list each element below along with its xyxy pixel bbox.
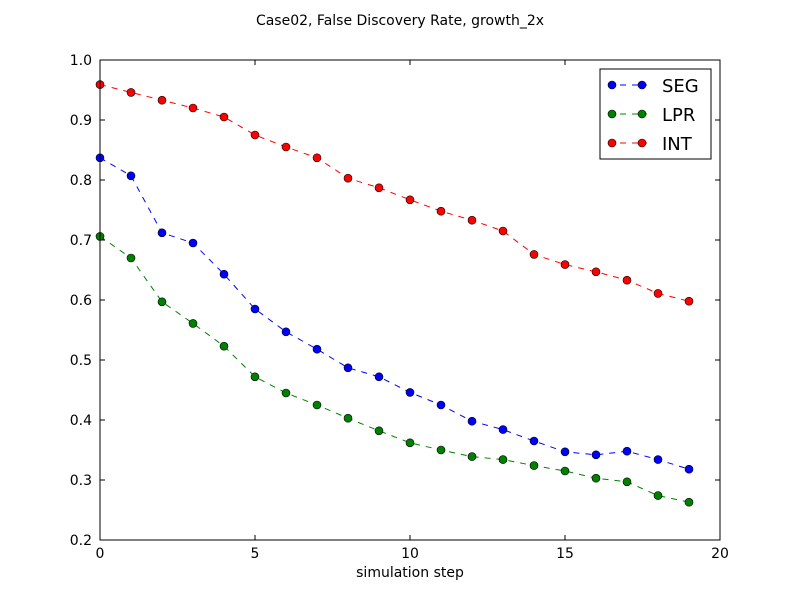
- data-point-lpr: [219, 341, 229, 351]
- data-point-int: [374, 183, 384, 193]
- data-point-seg: [622, 446, 632, 456]
- data-point-seg: [343, 363, 353, 373]
- data-point-lpr: [126, 253, 136, 263]
- data-point-int: [126, 88, 136, 97]
- data-point-int: [250, 130, 260, 140]
- legend-marker-seg: [607, 80, 617, 90]
- data-point-lpr: [684, 497, 694, 507]
- data-point-lpr: [157, 297, 167, 307]
- data-point-int: [219, 112, 229, 122]
- data-point-seg: [653, 455, 663, 464]
- x-tick-label: 5: [251, 546, 260, 562]
- data-point-seg: [560, 447, 570, 457]
- legend-item-seg: SEG: [607, 76, 699, 97]
- data-point-seg: [188, 238, 198, 248]
- data-point-int: [188, 103, 198, 113]
- series-int: [95, 80, 694, 306]
- data-point-lpr: [281, 388, 291, 398]
- legend-label-lpr: LPR: [662, 105, 695, 126]
- axis-ticks: 0 5 10 15 20 0.2 0.3 0.4 0.5 0.6 0.7 0.8 0.9 1.0: [70, 53, 729, 562]
- data-point-int: [653, 289, 663, 298]
- data-point-lpr: [250, 372, 260, 382]
- data-point-int: [560, 260, 570, 269]
- series-seg: [95, 153, 694, 474]
- y-tick-label: 0.6: [70, 293, 92, 309]
- data-point-lpr: [343, 413, 353, 423]
- data-point-int: [312, 153, 322, 163]
- legend-marker-seg: [637, 80, 647, 90]
- x-tick-label: 15: [556, 546, 574, 562]
- data-point-seg: [281, 327, 291, 337]
- data-point-seg: [467, 416, 477, 426]
- data-point-seg: [374, 372, 384, 382]
- y-tick-label: 0.3: [70, 473, 92, 489]
- data-point-lpr: [467, 452, 477, 461]
- legend-item-int: INT: [607, 134, 693, 155]
- legend-box: [599, 68, 712, 160]
- data-point-lpr: [622, 477, 632, 487]
- data-point-seg: [405, 388, 415, 397]
- y-tick-label: 0.7: [70, 233, 92, 249]
- data-point-seg: [684, 464, 694, 474]
- y-tick-label: 0.5: [70, 353, 92, 369]
- series-layer: [95, 80, 694, 507]
- data-point-int: [343, 173, 353, 183]
- data-point-seg: [529, 436, 539, 446]
- data-point-seg: [219, 269, 229, 279]
- data-point-int: [467, 215, 477, 225]
- data-point-int: [529, 250, 539, 259]
- x-axis-label: simulation step: [356, 565, 464, 581]
- legend-marker-lpr: [637, 109, 647, 119]
- legend-marker-int: [637, 138, 647, 148]
- data-point-lpr: [653, 491, 663, 500]
- legend-item-lpr: LPR: [607, 105, 695, 126]
- y-tick-label: 0.8: [70, 173, 92, 189]
- data-point-lpr: [591, 473, 601, 483]
- data-point-seg: [498, 425, 508, 434]
- y-tick-label: 1.0: [70, 53, 92, 69]
- data-point-seg: [436, 400, 446, 410]
- data-point-int: [281, 142, 291, 152]
- series-line-int: [99, 84, 690, 302]
- data-point-int: [436, 206, 446, 216]
- y-tick-label: 0.2: [70, 533, 92, 549]
- data-point-lpr: [498, 455, 508, 464]
- y-tick-label: 0.4: [70, 413, 92, 429]
- series-line-seg: [99, 157, 690, 470]
- data-point-seg: [591, 450, 601, 460]
- legend-label-int: INT: [662, 134, 693, 155]
- legend: SEG LPR INT: [599, 68, 712, 160]
- data-point-seg: [312, 344, 322, 354]
- data-point-lpr: [405, 438, 415, 448]
- data-point-int: [622, 275, 632, 285]
- data-point-lpr: [529, 461, 539, 470]
- data-point-lpr: [188, 319, 198, 328]
- legend-marker-lpr: [607, 109, 617, 119]
- x-tick-label: 20: [711, 546, 729, 562]
- data-point-int: [591, 267, 601, 277]
- y-tick-label: 0.9: [70, 113, 92, 129]
- series-lpr: [95, 232, 694, 507]
- data-point-lpr: [436, 445, 446, 455]
- x-tick-label: 0: [96, 546, 105, 562]
- data-point-lpr: [560, 466, 570, 476]
- legend-marker-int: [607, 138, 617, 148]
- data-point-lpr: [374, 426, 384, 436]
- data-point-seg: [126, 171, 136, 181]
- x-tick-label: 10: [401, 546, 419, 562]
- data-point-int: [498, 226, 508, 236]
- chart-title: Case02, False Discovery Rate, growth_2x: [256, 13, 544, 29]
- series-line-lpr: [99, 235, 690, 503]
- legend-label-seg: SEG: [662, 76, 699, 97]
- data-point-seg: [157, 228, 167, 238]
- data-point-seg: [250, 304, 260, 314]
- plot-frame: [99, 59, 721, 541]
- data-point-int: [684, 296, 694, 306]
- data-point-int: [405, 195, 415, 205]
- data-point-int: [157, 95, 167, 105]
- data-point-lpr: [312, 400, 322, 410]
